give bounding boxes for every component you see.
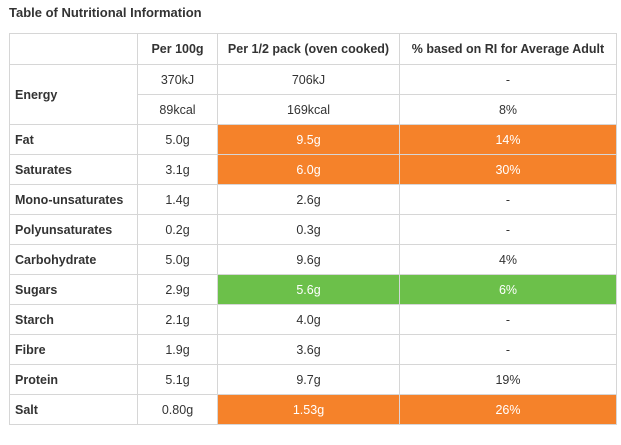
nutrient-name-saturates: Saturates <box>9 154 138 185</box>
fibre-per-100g: 1.9g <box>137 334 218 365</box>
polyunsaturates-ri: - <box>399 214 617 245</box>
header-nutrient <box>9 33 138 65</box>
header-per-half-pack: Per 1/2 pack (oven cooked) <box>217 33 400 65</box>
fibre-ri: - <box>399 334 617 365</box>
nutrient-name-starch: Starch <box>9 304 138 335</box>
nutrient-name-energy: Energy <box>9 64 138 125</box>
table-row-protein: Protein 5.1g 9.7g 19% <box>9 364 617 395</box>
carbohydrate-ri: 4% <box>399 244 617 275</box>
carbohydrate-per-100g: 5.0g <box>137 244 218 275</box>
nutrient-name-mono-unsaturates: Mono-unsaturates <box>9 184 138 215</box>
fat-ri: 14% <box>399 124 617 155</box>
protein-per-half-pack: 9.7g <box>217 364 400 395</box>
table-row-carbohydrate: Carbohydrate 5.0g 9.6g 4% <box>9 244 617 275</box>
starch-per-100g: 2.1g <box>137 304 218 335</box>
mono-unsaturates-ri: - <box>399 184 617 215</box>
table-row-energy-kcal: 89kcal 169kcal 8% <box>10 94 617 125</box>
energy-kcal-ri: 8% <box>399 94 617 125</box>
saturates-per-half-pack: 6.0g <box>217 154 400 185</box>
table-row-salt: Salt 0.80g 1.53g 26% <box>9 394 617 425</box>
header-per-100g: Per 100g <box>137 33 218 65</box>
table-row-energy-kj: Energy 370kJ 706kJ - <box>9 64 617 125</box>
table-row-fat: Fat 5.0g 9.5g 14% <box>9 124 617 155</box>
mono-unsaturates-per-half-pack: 2.6g <box>217 184 400 215</box>
starch-per-half-pack: 4.0g <box>217 304 400 335</box>
mono-unsaturates-per-100g: 1.4g <box>137 184 218 215</box>
energy-kcal-per-100g: 89kcal <box>137 94 218 125</box>
carbohydrate-per-half-pack: 9.6g <box>217 244 400 275</box>
nutrient-name-sugars: Sugars <box>9 274 138 305</box>
protein-ri: 19% <box>399 364 617 395</box>
nutrient-name-salt: Salt <box>9 394 138 425</box>
energy-kj-ri: - <box>399 64 617 95</box>
sugars-per-100g: 2.9g <box>137 274 218 305</box>
starch-ri: - <box>399 304 617 335</box>
fibre-per-half-pack: 3.6g <box>217 334 400 365</box>
fat-per-half-pack: 9.5g <box>217 124 400 155</box>
table-row-sugars: Sugars 2.9g 5.6g 6% <box>9 274 617 305</box>
energy-kj-per-100g: 370kJ <box>137 64 218 95</box>
sugars-per-half-pack: 5.6g <box>217 274 400 305</box>
nutrient-name-protein: Protein <box>9 364 138 395</box>
table-row-fibre: Fibre 1.9g 3.6g - <box>9 334 617 365</box>
table-row-mono-unsaturates: Mono-unsaturates 1.4g 2.6g - <box>9 184 617 215</box>
table-row-starch: Starch 2.1g 4.0g - <box>9 304 617 335</box>
nutrient-name-polyunsaturates: Polyunsaturates <box>9 214 138 245</box>
header-ri-percent: % based on RI for Average Adult <box>399 33 617 65</box>
saturates-per-100g: 3.1g <box>137 154 218 185</box>
table-row-polyunsaturates: Polyunsaturates 0.2g 0.3g - <box>9 214 617 245</box>
polyunsaturates-per-half-pack: 0.3g <box>217 214 400 245</box>
sugars-ri: 6% <box>399 274 617 305</box>
energy-kj-per-half-pack: 706kJ <box>217 64 400 95</box>
table-title: Table of Nutritional Information <box>9 5 202 20</box>
salt-per-half-pack: 1.53g <box>217 394 400 425</box>
salt-per-100g: 0.80g <box>137 394 218 425</box>
nutrient-name-carbohydrate: Carbohydrate <box>9 244 138 275</box>
nutrition-table: Per 100g Per 1/2 pack (oven cooked) % ba… <box>9 33 617 425</box>
salt-ri: 26% <box>399 394 617 425</box>
energy-kcal-per-half-pack: 169kcal <box>217 94 400 125</box>
nutrient-name-fibre: Fibre <box>9 334 138 365</box>
fat-per-100g: 5.0g <box>137 124 218 155</box>
nutrient-name-fat: Fat <box>9 124 138 155</box>
polyunsaturates-per-100g: 0.2g <box>137 214 218 245</box>
saturates-ri: 30% <box>399 154 617 185</box>
header-row: Per 100g Per 1/2 pack (oven cooked) % ba… <box>9 33 617 65</box>
protein-per-100g: 5.1g <box>137 364 218 395</box>
table-row-saturates: Saturates 3.1g 6.0g 30% <box>9 154 617 185</box>
